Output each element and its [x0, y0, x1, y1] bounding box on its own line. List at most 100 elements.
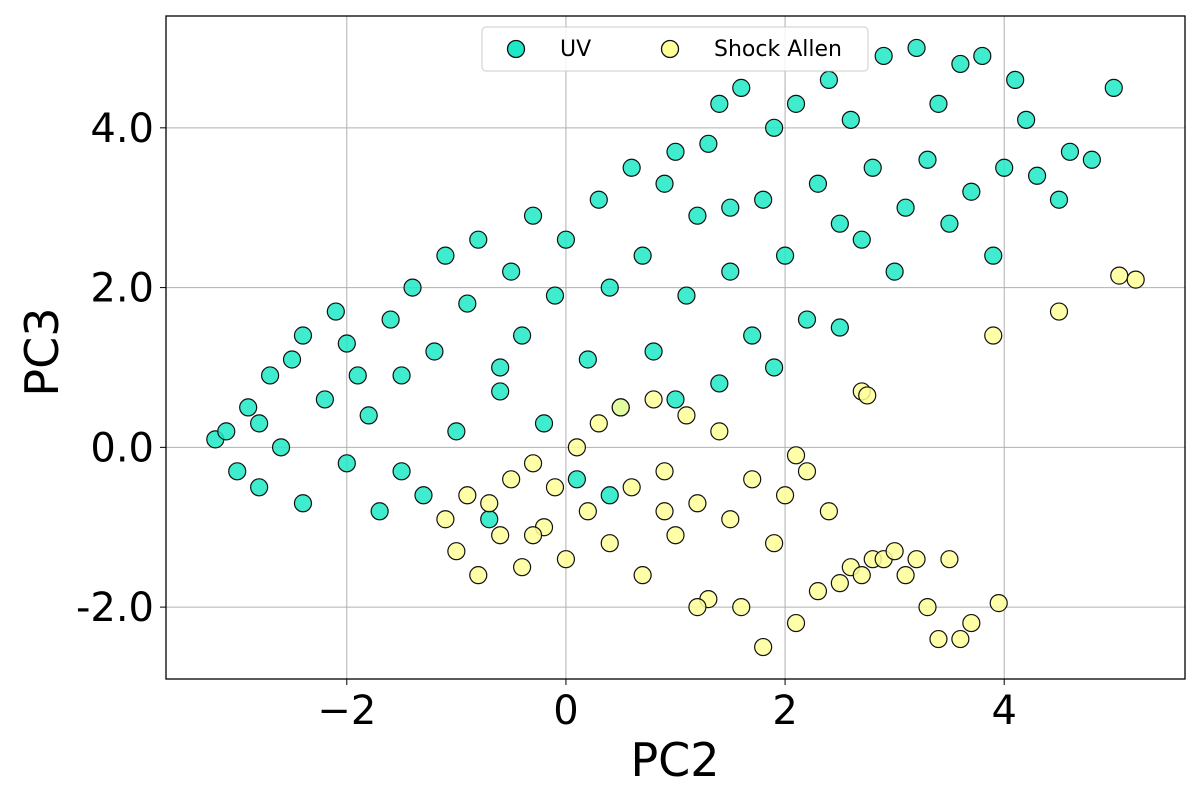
data-point	[973, 46, 992, 66]
data-point	[523, 526, 543, 545]
series-uv	[206, 38, 1123, 529]
data-point	[491, 526, 510, 545]
data-point	[721, 262, 740, 281]
data-point	[929, 629, 948, 649]
data-point	[491, 382, 510, 401]
data-point	[666, 526, 685, 545]
data-point	[885, 542, 904, 561]
data-point	[754, 637, 773, 657]
data-point	[775, 246, 795, 265]
data-point	[819, 502, 838, 521]
data-point	[1060, 142, 1080, 161]
data-point	[458, 294, 477, 313]
data-point	[469, 566, 488, 585]
data-point	[852, 566, 871, 585]
data-point	[447, 422, 466, 441]
data-point	[688, 494, 707, 513]
data-point	[359, 406, 378, 425]
data-point	[228, 462, 247, 481]
data-point	[841, 110, 860, 129]
plot-frame	[165, 15, 1186, 680]
data-point	[951, 54, 970, 74]
data-point	[425, 342, 444, 361]
data-point	[458, 486, 477, 505]
data-point	[589, 414, 608, 433]
data-point	[381, 310, 400, 329]
data-point	[721, 198, 740, 217]
data-point	[907, 550, 926, 569]
data-point	[600, 278, 619, 297]
data-point	[710, 422, 729, 441]
data-point	[436, 246, 455, 265]
data-point	[786, 613, 806, 633]
data-point	[370, 502, 389, 521]
data-point	[819, 70, 838, 90]
data-point	[929, 94, 948, 113]
data-point	[775, 486, 795, 505]
data-point	[326, 302, 345, 321]
data-point	[239, 398, 258, 417]
data-point	[293, 326, 313, 345]
data-point	[567, 438, 586, 457]
data-point	[1006, 70, 1025, 90]
data-point	[852, 230, 871, 249]
data-point	[271, 438, 291, 457]
data-point	[260, 366, 280, 385]
data-point	[786, 94, 806, 113]
data-point	[808, 582, 828, 601]
data-point	[217, 422, 236, 441]
data-point	[721, 510, 740, 529]
data-point	[885, 262, 904, 281]
data-point	[677, 286, 696, 305]
data-point	[940, 550, 959, 569]
y-tick-label: 0.0	[90, 425, 154, 471]
data-point	[502, 262, 521, 281]
legend-label-uv: UV	[560, 37, 591, 62]
data-point	[578, 350, 597, 369]
y-tick-label: -2.0	[76, 585, 154, 631]
x-axis-label: PC2	[630, 733, 719, 787]
data-point	[666, 142, 685, 161]
data-point	[315, 390, 334, 409]
data-point	[962, 182, 981, 201]
data-point	[830, 214, 849, 233]
data-point	[633, 246, 652, 265]
data-point	[1082, 150, 1101, 169]
data-point	[337, 334, 356, 353]
legend-marker-uv	[506, 39, 526, 59]
data-point	[578, 502, 597, 521]
data-point	[502, 470, 521, 489]
data-point	[951, 629, 970, 649]
data-point	[545, 478, 565, 497]
data-point	[1017, 110, 1036, 129]
data-point	[754, 190, 773, 209]
legend: UV Shock Allen	[481, 26, 869, 72]
data-point	[392, 462, 411, 481]
x-tick-label: −2	[317, 688, 376, 734]
data-point	[644, 390, 663, 409]
legend-marker-shock-allen	[660, 39, 680, 59]
data-point	[896, 566, 915, 585]
legend-label-shock-allen: Shock Allen	[714, 37, 842, 62]
data-point	[348, 366, 367, 385]
data-point	[250, 478, 269, 497]
data-point	[907, 38, 926, 58]
data-point	[436, 510, 455, 529]
x-axis: −2 0 2 4	[317, 679, 1017, 734]
data-point	[600, 486, 619, 505]
data-point	[699, 134, 718, 153]
data-point	[513, 326, 532, 345]
data-point	[633, 566, 652, 585]
data-point	[666, 390, 685, 409]
data-point	[688, 206, 707, 225]
data-point	[688, 598, 707, 617]
data-point	[786, 446, 806, 465]
data-point	[589, 190, 608, 209]
data-point	[545, 286, 565, 305]
data-point	[830, 574, 849, 593]
x-tick-label: 2	[772, 688, 797, 734]
data-point	[808, 174, 828, 193]
data-point	[732, 78, 751, 97]
data-point	[556, 550, 576, 569]
x-tick-label: 0	[553, 688, 578, 734]
